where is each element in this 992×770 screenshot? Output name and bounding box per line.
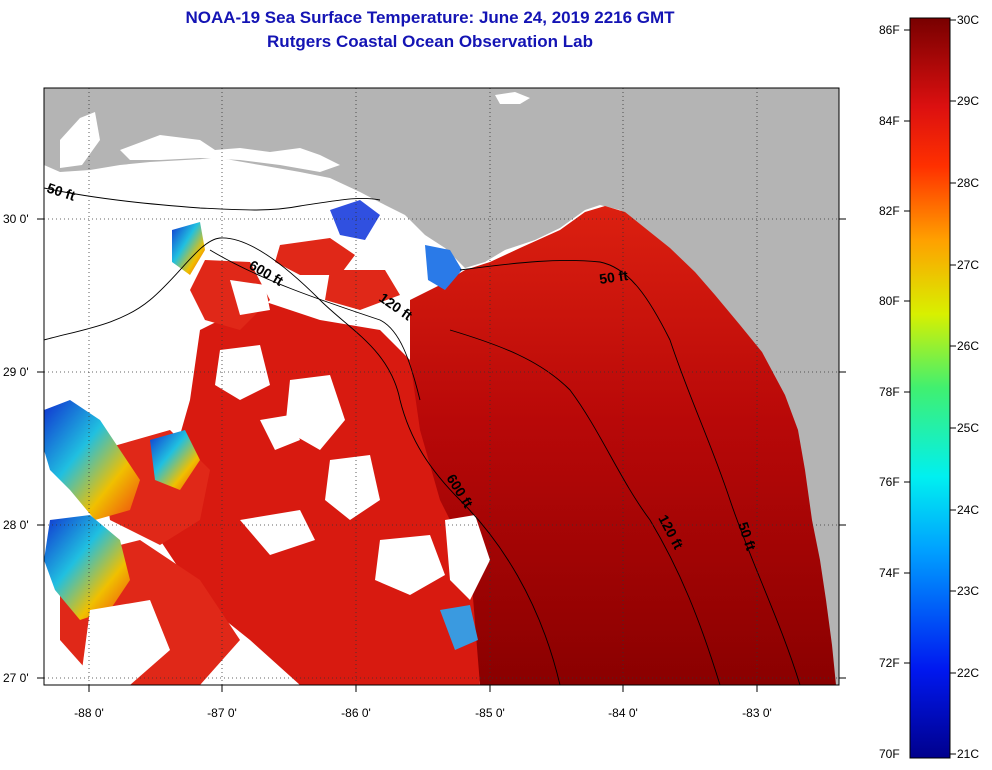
colorbar-f-label: 74F xyxy=(879,566,900,580)
colorbar-c-label: 24C xyxy=(957,503,979,517)
colorbar-c-label: 23C xyxy=(957,584,979,598)
colorbar-c-label: 22C xyxy=(957,666,979,680)
colorbar-f-label: 76F xyxy=(879,475,900,489)
map-subtitle: Rutgers Coastal Ocean Observation Lab xyxy=(267,32,593,51)
contour-label: 50 ft xyxy=(598,267,629,287)
lon-label: -83 0' xyxy=(742,706,772,720)
lat-label: 27 0' xyxy=(3,671,29,685)
colorbar-c-label: 25C xyxy=(957,421,979,435)
map-title: NOAA-19 Sea Surface Temperature: June 24… xyxy=(185,8,675,27)
colorbar-c-label: 28C xyxy=(957,176,979,190)
colorbar-f-label: 72F xyxy=(879,656,900,670)
lon-label: -85 0' xyxy=(475,706,505,720)
lat-label: 30 0' xyxy=(3,212,29,226)
lat-label: 29 0' xyxy=(3,365,29,379)
lon-label: -84 0' xyxy=(608,706,638,720)
depth-contours xyxy=(44,187,801,685)
colorbar-c-label: 21C xyxy=(957,747,979,761)
warm-water-east xyxy=(410,206,836,685)
graticule xyxy=(44,88,839,685)
colorbar-f-label: 86F xyxy=(879,23,900,37)
colorbar-f-label: 70F xyxy=(879,747,900,761)
colorbar-f-label: 78F xyxy=(879,385,900,399)
colorbar-ticks xyxy=(904,19,956,755)
land-mass xyxy=(44,88,839,685)
colorbar-c-label: 26C xyxy=(957,339,979,353)
colorbar-f-label: 84F xyxy=(879,114,900,128)
colorbar-c-label: 27C xyxy=(957,258,979,272)
colorbar-c-label: 30C xyxy=(957,13,979,27)
colorbar-c-label: 29C xyxy=(957,94,979,108)
lon-label: -86 0' xyxy=(341,706,371,720)
lon-label: -88 0' xyxy=(74,706,104,720)
colorbar-f-label: 82F xyxy=(879,204,900,218)
colorbar-f-label: 80F xyxy=(879,294,900,308)
colorbar xyxy=(909,17,951,759)
lon-label: -87 0' xyxy=(207,706,237,720)
lat-label: 28 0' xyxy=(3,518,29,532)
